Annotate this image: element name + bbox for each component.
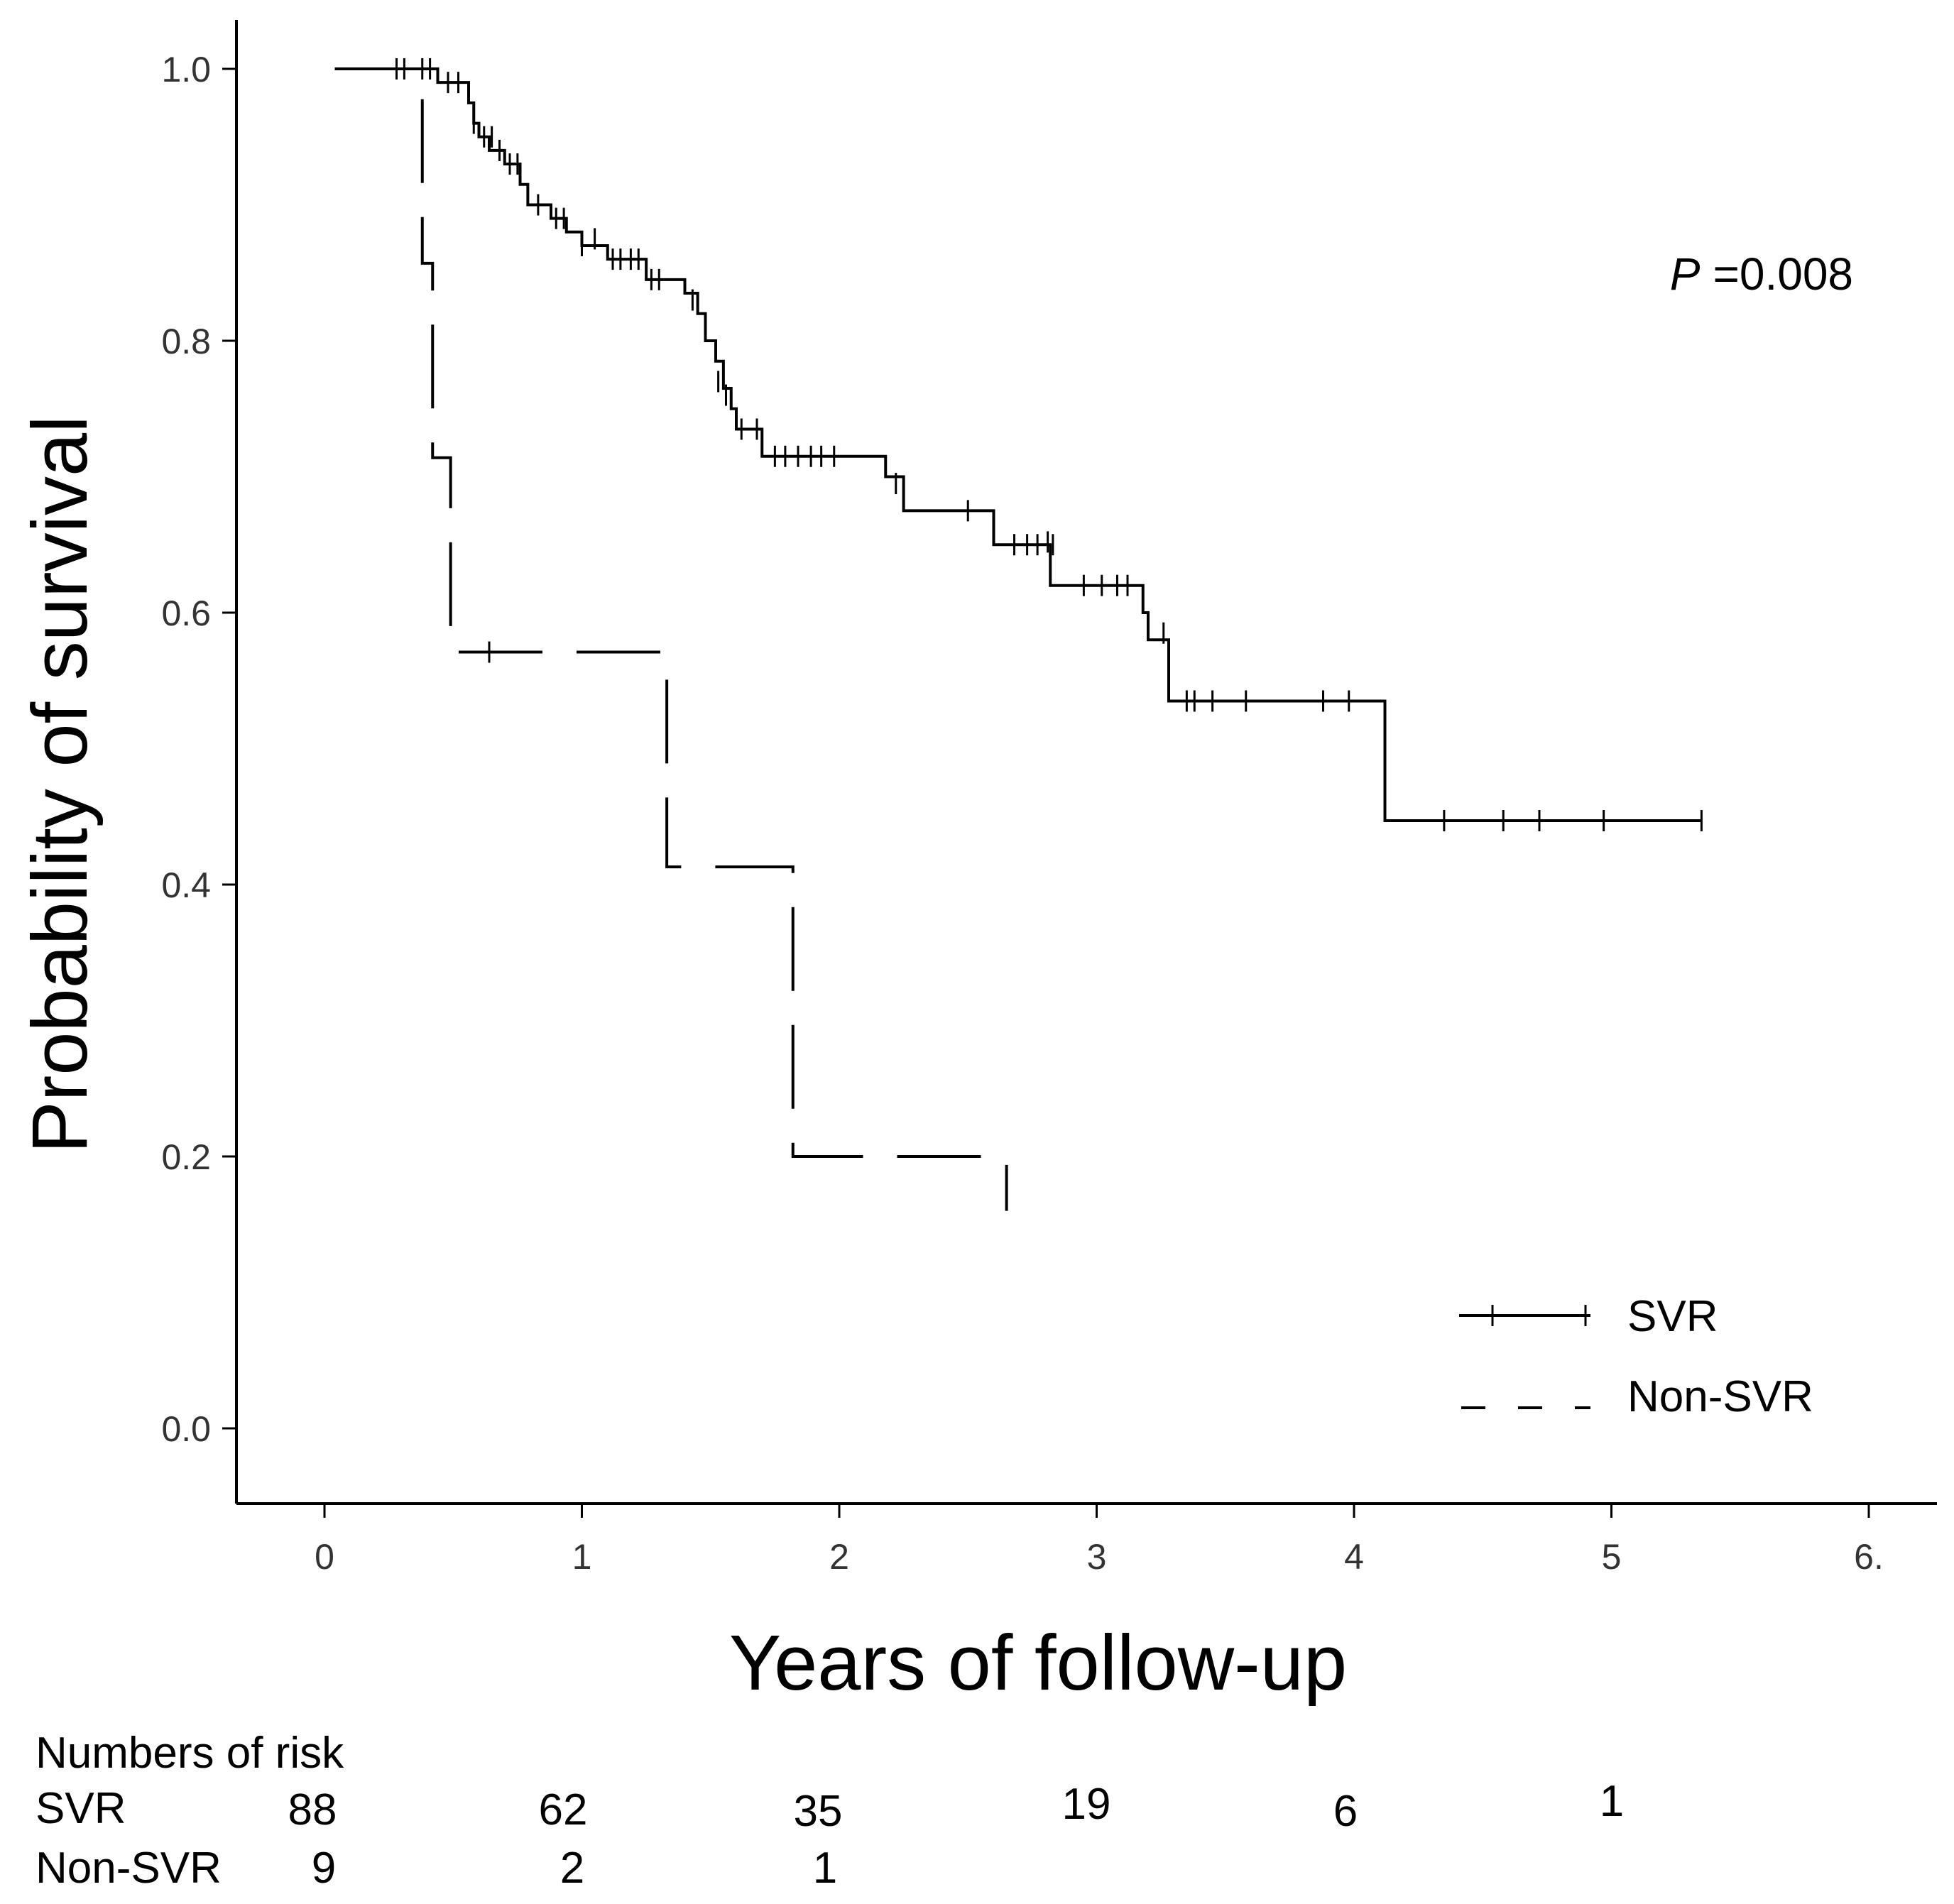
p-value-annotation: P =0.008 bbox=[1670, 248, 1853, 300]
series-svr-line bbox=[334, 67, 1702, 822]
risk-nonsvr-value: 9 bbox=[312, 1844, 336, 1893]
y-tick-label: 0.4 bbox=[161, 865, 211, 905]
legend-nonsvr-label: Non-SVR bbox=[1627, 1372, 1813, 1421]
risk-table-title: Numbers of risk bbox=[36, 1729, 344, 1778]
p-symbol: P bbox=[1670, 248, 1701, 300]
y-tick-label: 0.6 bbox=[161, 593, 211, 633]
series-non-svr-line bbox=[334, 67, 1008, 1211]
y-tick-label: 0.2 bbox=[161, 1137, 211, 1177]
y-tick-label: 0.0 bbox=[161, 1409, 211, 1449]
y-axis-label: Probability of survival bbox=[16, 415, 104, 1153]
x-tick-label: 6. bbox=[1854, 1537, 1884, 1577]
risk-svr-value: 35 bbox=[794, 1787, 843, 1836]
legend: SVR Non-SVR bbox=[1459, 1292, 1813, 1421]
risk-row-svr-label: SVR bbox=[36, 1784, 126, 1833]
risk-table: Numbers of risk SVR Non-SVR 88 62 35 19 … bbox=[36, 1729, 1624, 1893]
x-tick-label: 1 bbox=[572, 1537, 592, 1577]
risk-row-nonsvr-label: Non-SVR bbox=[36, 1844, 222, 1893]
x-tick-label: 5 bbox=[1602, 1537, 1622, 1577]
risk-nonsvr-value: 2 bbox=[560, 1844, 584, 1893]
risk-nonsvr-value: 1 bbox=[813, 1844, 837, 1893]
y-tick-label: 1.0 bbox=[161, 50, 211, 89]
y-tick-label: 0.8 bbox=[161, 322, 211, 361]
p-value: =0.008 bbox=[1713, 248, 1853, 300]
risk-svr-value: 1 bbox=[1600, 1777, 1624, 1826]
axes bbox=[235, 20, 1937, 1505]
x-tick-label: 4 bbox=[1344, 1537, 1364, 1577]
risk-svr-value: 19 bbox=[1062, 1780, 1111, 1829]
x-tick-label: 3 bbox=[1087, 1537, 1107, 1577]
risk-svr-value: 6 bbox=[1333, 1787, 1358, 1836]
x-tick-label: 2 bbox=[829, 1537, 849, 1577]
risk-svr-value: 88 bbox=[288, 1785, 337, 1834]
series-layer bbox=[334, 58, 1703, 1211]
x-tick-label: 0 bbox=[315, 1537, 334, 1577]
x-axis-label: Years of follow-up bbox=[729, 1619, 1347, 1707]
legend-svr-label: SVR bbox=[1627, 1292, 1718, 1341]
risk-svr-value: 62 bbox=[539, 1785, 588, 1834]
y-ticks: 0.0 0.2 0.4 0.6 0.8 1.0 bbox=[161, 50, 236, 1449]
x-ticks: 0 1 2 3 4 5 6. bbox=[315, 1504, 1884, 1577]
